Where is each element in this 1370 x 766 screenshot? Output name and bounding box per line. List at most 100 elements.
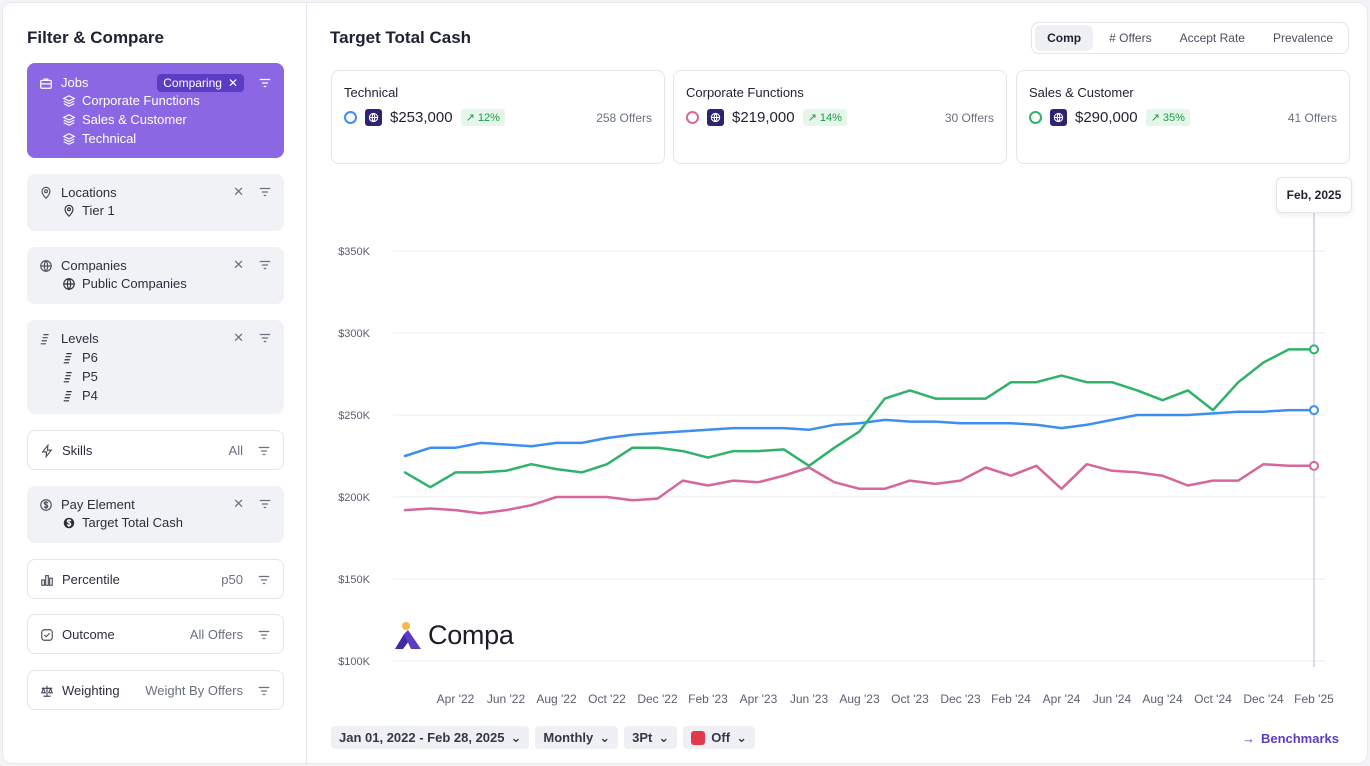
filter-outcome[interactable]: Outcome All Offers	[27, 614, 284, 654]
map-pin-icon	[39, 186, 53, 200]
close-icon[interactable]: ✕	[227, 76, 238, 90]
smoothing-dropdown[interactable]: 3Pt ⌄	[624, 726, 678, 749]
tab-offers[interactable]: # Offers	[1109, 31, 1152, 45]
series-ring-icon	[1029, 111, 1042, 124]
series-end-point	[1309, 344, 1319, 355]
levels-item: P5	[82, 369, 98, 384]
filter-outcome-label: Outcome	[62, 627, 115, 642]
filter-levels[interactable]: Levels ✕ P6 P5 P4	[27, 320, 284, 414]
filter-companies-label: Companies	[61, 258, 127, 273]
stairs-icon	[62, 370, 76, 384]
filter-jobs[interactable]: Jobs Comparing ✕ Corporate Functions Sale…	[27, 63, 284, 158]
x-tick-label: Apr '24	[1043, 692, 1081, 706]
dollar-circle-icon	[62, 516, 76, 530]
globe-icon	[365, 109, 382, 126]
globe-icon	[707, 109, 724, 126]
series-end-point	[1309, 405, 1319, 416]
compa-logo-text: Compa	[428, 620, 514, 650]
page-title: Target Total Cash	[330, 28, 472, 47]
filter-locations[interactable]: Locations ✕ Tier 1	[27, 174, 284, 231]
x-tick-label: Jun '22	[487, 692, 526, 706]
x-tick-label: Oct '22	[588, 692, 626, 706]
chart-tooltip: Feb, 2025	[1276, 177, 1352, 213]
stat-card-name: Sales & Customer	[1029, 85, 1134, 100]
stat-card-name: Corporate Functions	[686, 85, 804, 100]
y-tick-label: $250K	[338, 410, 370, 422]
x-tick-label: Jun '24	[1093, 692, 1132, 706]
filter-skills[interactable]: Skills All	[27, 430, 284, 470]
close-icon[interactable]: ✕	[233, 257, 244, 272]
stat-change-badge: ↗ 12%	[460, 109, 505, 126]
stat-amount: $290,000	[1075, 109, 1138, 126]
interval-dropdown[interactable]: Monthly ⌄	[535, 726, 619, 749]
filter-lines-icon[interactable]	[257, 444, 271, 458]
tab-comp[interactable]: Comp	[1035, 25, 1094, 51]
filter-weighting-label: Weighting	[62, 683, 120, 698]
dollar-circle-icon	[39, 498, 53, 512]
compa-logo-icon	[395, 621, 421, 649]
filter-lines-icon[interactable]	[257, 684, 271, 698]
date-range-dropdown[interactable]: Jan 01, 2022 - Feb 28, 2025 ⌄	[331, 726, 530, 749]
skills-value: All	[228, 443, 243, 458]
chevron-down-icon: ⌄	[736, 729, 747, 745]
bar-chart-icon	[40, 573, 54, 587]
filter-lines-icon[interactable]	[258, 258, 272, 272]
stat-card-corporate-functions[interactable]: Corporate Functions $219,000 ↗ 14% 30 Of…	[673, 70, 1007, 164]
sidebar-title: Filter & Compare	[27, 28, 164, 47]
interval-label: Monthly	[543, 730, 594, 745]
filter-percentile[interactable]: Percentile p50	[27, 559, 284, 599]
check-square-icon	[40, 628, 54, 642]
levels-item: P6	[82, 350, 98, 365]
filter-sidebar: Filter & Compare Jobs Comparing ✕ Corpora…	[3, 3, 307, 763]
percentile-value: p50	[221, 572, 243, 587]
benchmarks-label: Benchmarks	[1260, 731, 1339, 746]
filter-companies[interactable]: Companies ✕ Public Companies	[27, 247, 284, 304]
stairs-icon	[62, 389, 76, 403]
toggle-dropdown[interactable]: Off ⌄	[683, 726, 755, 749]
stat-offers: 258 Offers	[596, 111, 652, 125]
arrow-right-icon: →	[1241, 731, 1255, 746]
filter-lines-icon[interactable]	[258, 331, 272, 345]
filter-lines-icon[interactable]	[258, 497, 272, 511]
stat-card-name: Technical	[344, 85, 399, 100]
main-panel: Target Total Cash Comp # Offers Accept R…	[308, 3, 1367, 763]
filter-lines-icon[interactable]	[258, 76, 272, 90]
layers-icon	[62, 132, 76, 146]
stat-amount: $219,000	[732, 109, 795, 126]
comparing-chip[interactable]: Comparing ✕	[157, 74, 244, 92]
x-tick-label: Dec '22	[637, 692, 678, 706]
stat-card-technical[interactable]: Technical $253,000 ↗ 12% 258 Offers	[331, 70, 665, 164]
jobs-item: Corporate Functions	[82, 93, 200, 108]
close-icon[interactable]: ✕	[233, 496, 244, 511]
filter-pay-element-label: Pay Element	[61, 497, 135, 512]
layers-icon	[62, 113, 76, 127]
lightning-icon	[40, 443, 54, 458]
close-icon[interactable]: ✕	[233, 184, 244, 199]
toggle-label: Off	[711, 730, 731, 745]
x-tick-label: Oct '24	[1194, 692, 1232, 706]
filter-lines-icon[interactable]	[257, 573, 271, 587]
benchmarks-link[interactable]: → Benchmarks	[1242, 731, 1339, 746]
filter-percentile-label: Percentile	[62, 572, 120, 587]
tab-accept-rate[interactable]: Accept Rate	[1179, 31, 1245, 45]
jobs-item: Sales & Customer	[82, 112, 187, 127]
layers-icon	[62, 94, 76, 108]
filter-weighting[interactable]: Weighting Weight By Offers	[27, 670, 284, 710]
companies-item: Public Companies	[82, 276, 187, 291]
filter-pay-element[interactable]: Pay Element ✕ Target Total Cash	[27, 486, 284, 543]
outcome-value: All Offers	[189, 627, 243, 642]
x-tick-label: Aug '22	[536, 692, 577, 706]
filter-lines-icon[interactable]	[257, 628, 271, 642]
chevron-down-icon: ⌄	[599, 729, 611, 745]
filter-jobs-label: Jobs	[61, 75, 89, 90]
series-end-point	[1309, 460, 1319, 471]
stat-offers: 30 Offers	[944, 111, 994, 125]
stat-change-badge: ↗ 14%	[802, 109, 847, 126]
stat-change-badge: ↗ 35%	[1145, 109, 1190, 126]
heart-icon	[691, 730, 706, 745]
close-icon[interactable]: ✕	[233, 330, 244, 345]
line-chart[interactable]: $100K $150K $200K $250K $300K $350K Apr '22 Jun…	[308, 3, 1368, 723]
stat-card-sales-customer[interactable]: Sales & Customer $290,000 ↗ 35% 41 Offer…	[1016, 70, 1350, 164]
filter-lines-icon[interactable]	[258, 185, 272, 199]
tab-prevalence[interactable]: Prevalence	[1272, 31, 1333, 45]
